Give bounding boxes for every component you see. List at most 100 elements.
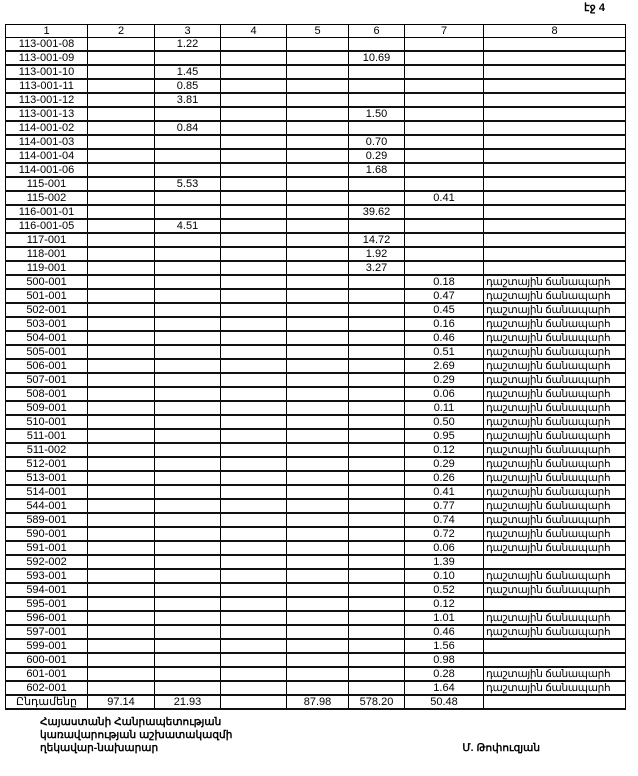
table-cell: [220, 176, 287, 192]
table-row: 509-001 0.11 դաշտային ճանապարհ: [5, 400, 626, 416]
table-cell: դաշտային ճանապարհ: [483, 526, 626, 542]
table-row: 593-001 0.10 դաշտային ճանապարհ: [5, 568, 626, 584]
table-cell: [286, 190, 349, 206]
table-cell: [220, 274, 287, 290]
table-cell: [348, 288, 405, 304]
table-row: 590-001 0.72 դաշտային ճանապարհ: [5, 526, 626, 542]
table-cell: [286, 148, 349, 164]
table-cell: [154, 50, 221, 66]
table-row: 504-001 0.46 դաշտային ճանապարհ: [5, 330, 626, 346]
table-cell: 0.18: [404, 274, 484, 290]
table-cell: [154, 470, 221, 486]
table-cell: [348, 638, 405, 654]
row-label-cell: 591-001: [5, 540, 88, 556]
row-label-cell: 113-001-13: [5, 106, 88, 122]
table-cell: [87, 526, 155, 542]
table-cell: [286, 428, 349, 444]
table-cell: [286, 386, 349, 402]
table-cell: [483, 190, 626, 206]
table-cell: [348, 316, 405, 332]
table-cell: 0.50: [404, 414, 484, 430]
table-row: 508-001 0.06 դաշտային ճանապարհ: [5, 386, 626, 402]
table-cell: 0.11: [404, 400, 484, 416]
table-cell: 0.29: [404, 456, 484, 472]
table-cell: 0.51: [404, 344, 484, 360]
table-cell: 0.46: [404, 330, 484, 346]
table-cell: [87, 512, 155, 528]
table-cell: [220, 358, 287, 374]
row-label-cell: 505-001: [5, 344, 88, 360]
table-cell: [286, 50, 349, 66]
table-cell: դաշտային ճանապարհ: [483, 610, 626, 626]
table-cell: [348, 652, 405, 668]
table-cell: [220, 64, 287, 80]
table-cell: դաշտային ճանապարհ: [483, 358, 626, 374]
table-cell: [220, 666, 287, 682]
table-cell: [404, 50, 484, 66]
table-cell: [220, 260, 287, 276]
table-cell: [286, 554, 349, 570]
table-cell: [404, 162, 484, 178]
table-row: 114-001-06 1.68: [5, 162, 626, 178]
table-cell: [286, 302, 349, 318]
table-row: 114-001-02 0.84: [5, 120, 626, 136]
table-cell: [154, 246, 221, 262]
table-row: 113-001-08 1.22: [5, 37, 626, 52]
row-label-cell: 589-001: [5, 512, 88, 528]
table-cell: [220, 37, 287, 52]
table-cell: [220, 554, 287, 570]
signatory-title-line: կառավարության աշխատակազմի: [40, 729, 233, 741]
table-cell: [154, 540, 221, 556]
table-cell: [220, 568, 287, 584]
table-cell: [348, 498, 405, 514]
table-row: 113-001-09 10.69: [5, 50, 626, 66]
table-cell: [154, 484, 221, 500]
table-cell: [220, 456, 287, 472]
table-cell: [87, 218, 155, 234]
table-cell: դաշտային ճանապարհ: [483, 666, 626, 682]
row-label-cell: 113-001-09: [5, 50, 88, 66]
table-cell: [286, 344, 349, 360]
table-cell: դաշտային ճանապարհ: [483, 316, 626, 332]
table-cell: [220, 414, 287, 430]
table-cell: դաշտային ճանապարհ: [483, 330, 626, 346]
row-label-cell: 590-001: [5, 526, 88, 542]
table-cell: դաշտային ճանապարհ: [483, 568, 626, 584]
table-cell: [483, 260, 626, 276]
row-label-cell: 511-001: [5, 428, 88, 444]
table-cell: 1.01: [404, 610, 484, 626]
table-cell: 0.74: [404, 512, 484, 528]
table-cell: [286, 512, 349, 528]
table-row: 113-001-12 3.81: [5, 92, 626, 108]
table-cell: [220, 624, 287, 640]
table-row: 114-001-04 0.29: [5, 148, 626, 164]
signatory-title: Հայաստանի Հանրապետության կառավարության ա…: [40, 716, 232, 755]
table-cell: [87, 568, 155, 584]
row-label-cell: 544-001: [5, 498, 88, 514]
table-cell: [404, 218, 484, 234]
table-cell: [154, 372, 221, 388]
table-cell: [348, 302, 405, 318]
table-cell: [220, 134, 287, 150]
table-cell: [404, 246, 484, 262]
table-cell: [286, 176, 349, 192]
table-cell: [348, 470, 405, 486]
table-cell: [87, 540, 155, 556]
total-row: Ընդամենը 97.14 21.93 87.98 578.20 50.48: [5, 694, 626, 710]
table-cell: [154, 652, 221, 668]
table-cell: 0.29: [348, 148, 405, 164]
table-cell: 0.52: [404, 582, 484, 598]
table-cell: 3.27: [348, 260, 405, 276]
table-cell: [348, 568, 405, 584]
table-row: 503-001 0.16 դաշտային ճանապարհ: [5, 316, 626, 332]
table-cell: [286, 232, 349, 248]
table-cell: [286, 456, 349, 472]
table-cell: [220, 120, 287, 136]
table-cell: [286, 92, 349, 108]
row-label-cell: 113-001-08: [5, 37, 88, 52]
table-cell: [286, 582, 349, 598]
table-cell: [154, 162, 221, 178]
table-cell: 0.95: [404, 428, 484, 444]
table-cell: [87, 246, 155, 262]
